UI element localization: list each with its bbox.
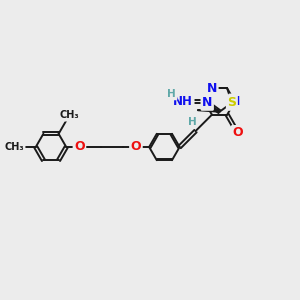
Text: CH₃: CH₃ bbox=[4, 142, 24, 152]
Text: H: H bbox=[188, 116, 196, 127]
Text: H: H bbox=[167, 89, 176, 99]
Text: N: N bbox=[202, 96, 212, 109]
Text: CH₃: CH₃ bbox=[59, 110, 79, 120]
Text: N: N bbox=[207, 82, 217, 95]
Text: O: O bbox=[74, 140, 85, 154]
Text: NH: NH bbox=[173, 95, 193, 108]
Text: S: S bbox=[227, 96, 236, 109]
Text: O: O bbox=[232, 127, 243, 140]
Text: N: N bbox=[230, 95, 240, 108]
Text: O: O bbox=[130, 140, 141, 154]
